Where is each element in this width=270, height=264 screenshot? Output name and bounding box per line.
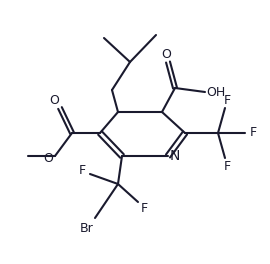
Text: F: F — [140, 201, 148, 214]
Text: OH: OH — [206, 86, 226, 98]
Text: Br: Br — [80, 221, 94, 234]
Text: N: N — [170, 149, 180, 163]
Text: F: F — [224, 159, 231, 172]
Text: F: F — [224, 93, 231, 106]
Text: O: O — [161, 48, 171, 60]
Text: O: O — [49, 93, 59, 106]
Text: O: O — [43, 152, 53, 164]
Text: F: F — [79, 163, 86, 177]
Text: F: F — [249, 126, 256, 139]
